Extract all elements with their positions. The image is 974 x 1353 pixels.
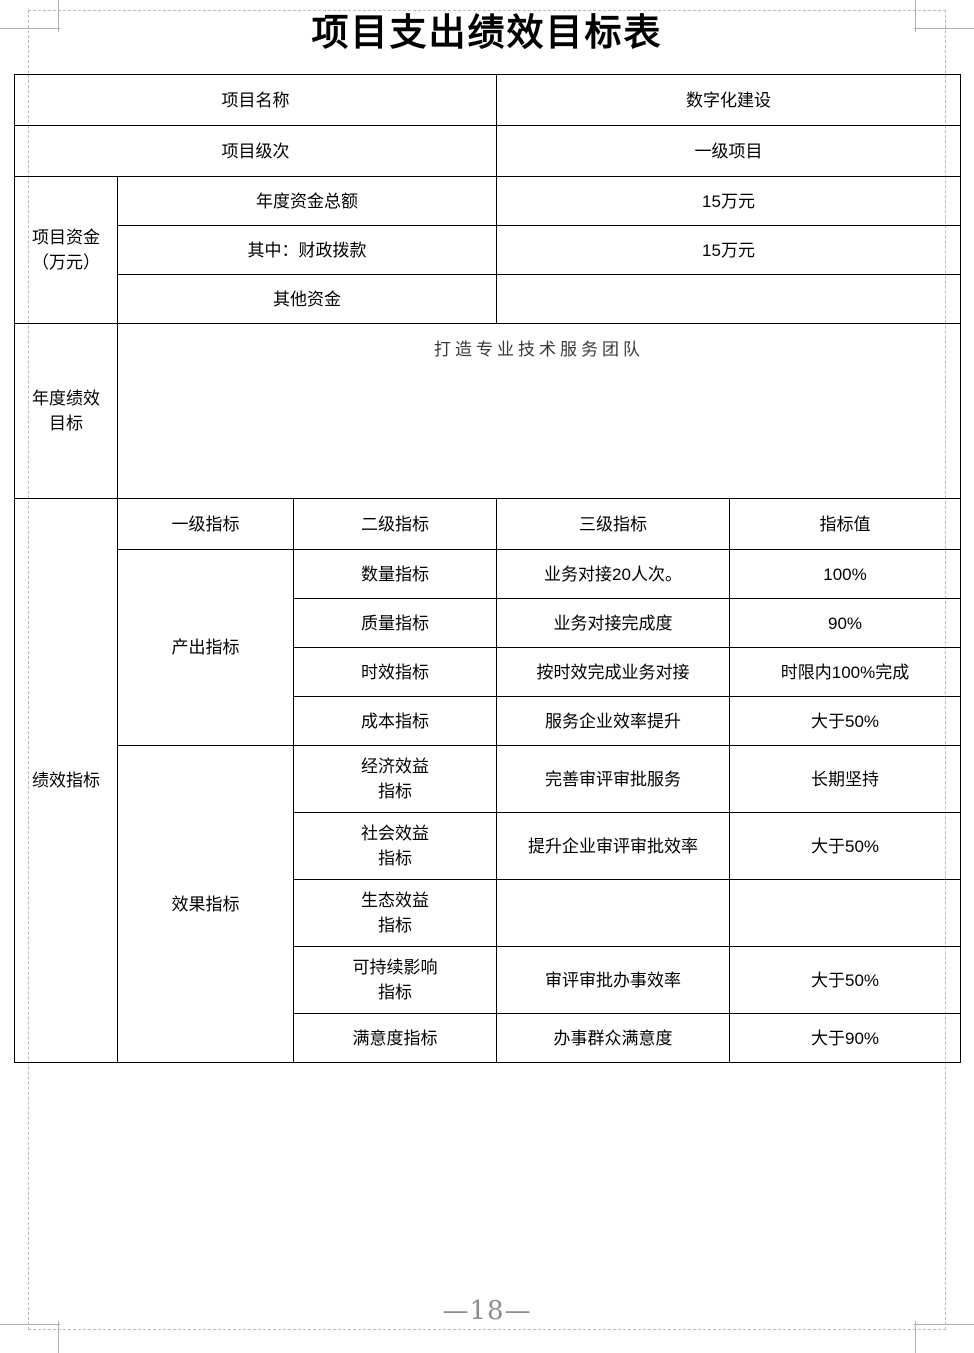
effect-economic-level2-line2: 指标 xyxy=(378,782,412,801)
effect-social-level2-line1: 社会效益 xyxy=(361,824,429,843)
output-cost-value: 大于50% xyxy=(729,696,961,746)
fund-label-line2: （万元） xyxy=(32,253,100,272)
effect-economic-value: 长期坚持 xyxy=(729,745,961,813)
header-level2: 二级指标 xyxy=(293,498,497,550)
fund-item-other: 其他资金 xyxy=(117,274,497,324)
output-cost-level3: 服务企业效率提升 xyxy=(496,696,730,746)
fund-value-total: 15万元 xyxy=(496,176,961,226)
effect-economic-level2: 经济效益 指标 xyxy=(293,745,497,813)
effect-ecological-level2-line1: 生态效益 xyxy=(361,891,429,910)
effect-social-value: 大于50% xyxy=(729,812,961,880)
table-row-fund-other: 其他资金 xyxy=(15,274,961,324)
output-quality-level3: 业务对接完成度 xyxy=(496,598,730,648)
page-number: —18— xyxy=(442,1296,532,1326)
effect-sustainable-level3: 审评审批办事效率 xyxy=(496,946,730,1014)
project-name-value: 数字化建设 xyxy=(496,74,961,126)
output-timeliness-value: 时限内100%完成 xyxy=(729,647,961,697)
effect-satisfaction-level2: 满意度指标 xyxy=(293,1013,497,1063)
project-level-label: 项目级次 xyxy=(14,125,497,177)
annual-goal-label-line1: 年度绩效 xyxy=(32,389,100,408)
effect-economic-level2-line1: 经济效益 xyxy=(361,757,429,776)
output-quality-level2: 质量指标 xyxy=(293,598,497,648)
output-quantity-level2: 数量指标 xyxy=(293,549,497,599)
fund-value-other xyxy=(496,274,961,324)
effect-economic-level3: 完善审评审批服务 xyxy=(496,745,730,813)
effect-ecological-value xyxy=(729,879,961,947)
fund-label-line1: 项目资金 xyxy=(32,228,100,247)
output-quality-value: 90% xyxy=(729,598,961,648)
header-value: 指标值 xyxy=(729,498,961,550)
output-quantity-level3: 业务对接20人次。 xyxy=(496,549,730,599)
table-row-effect-social: 社会效益 指标 提升企业审评审批效率 大于50% xyxy=(15,812,961,880)
effect-social-level3: 提升企业审评审批效率 xyxy=(496,812,730,880)
effect-sustainable-value: 大于50% xyxy=(729,946,961,1014)
annual-goal-label-line2: 目标 xyxy=(49,414,83,433)
effect-ecological-level2: 生态效益 指标 xyxy=(293,879,497,947)
fund-value-appropriation: 15万元 xyxy=(496,225,961,275)
table-row-output-quality: 质量指标 业务对接完成度 90% xyxy=(15,598,961,648)
effect-sustainable-level2-line1: 可持续影响 xyxy=(352,958,438,977)
table-row-fund-appropriation: 其中：财政拨款 15万元 xyxy=(15,225,961,275)
group-label-output: 产出指标 xyxy=(117,549,294,746)
project-level-value: 一级项目 xyxy=(496,125,961,177)
table-row-project-level: 项目级次 一级项目 xyxy=(14,125,961,177)
table-row-effect-economic: 效果指标 经济效益 指标 完善审评审批服务 长期坚持 xyxy=(15,745,961,1063)
effect-social-level2: 社会效益 指标 xyxy=(293,812,497,880)
output-cost-level2: 成本指标 xyxy=(293,696,497,746)
table-row-indicator-header: 绩效指标 一级指标 二级指标 三级指标 指标值 xyxy=(14,498,961,1063)
table-row-effect-satisfaction: 满意度指标 办事群众满意度 大于90% xyxy=(15,1013,961,1063)
header-level3: 三级指标 xyxy=(496,498,730,550)
output-quantity-value: 100% xyxy=(729,549,961,599)
effect-ecological-level2-line2: 指标 xyxy=(378,916,412,935)
fund-group-label: 项目资金 （万元） xyxy=(14,176,118,324)
annual-goal-text-cell: 打造专业技术服务团队 xyxy=(117,323,961,499)
table-row-annual-goal: 年度绩效 目标 打造专业技术服务团队 xyxy=(14,323,961,499)
output-timeliness-level3: 按时效完成业务对接 xyxy=(496,647,730,697)
table-row-project-name: 项目名称 数字化建设 xyxy=(14,74,961,126)
effect-satisfaction-level3: 办事群众满意度 xyxy=(496,1013,730,1063)
table-row-output-quantity: 产出指标 数量指标 业务对接20人次。 100% xyxy=(15,549,961,746)
annual-goal-text: 打造专业技术服务团队 xyxy=(434,340,644,360)
group-label-effect: 效果指标 xyxy=(117,745,294,1063)
project-name-label: 项目名称 xyxy=(14,74,497,126)
performance-goal-table: 项目名称 数字化建设 项目级次 一级项目 项目资金 （万元） 年度资金总额 15… xyxy=(14,74,961,1063)
output-timeliness-level2: 时效指标 xyxy=(293,647,497,697)
page-title: 项目支出绩效目标表 xyxy=(311,10,663,54)
table-row-fund-total: 项目资金 （万元） 年度资金总额 15万元 xyxy=(14,176,961,324)
effect-ecological-level3 xyxy=(496,879,730,947)
table-row-effect-ecological: 生态效益 指标 xyxy=(15,879,961,947)
effect-sustainable-level2-line2: 指标 xyxy=(378,983,412,1002)
fund-item-appropriation: 其中：财政拨款 xyxy=(117,225,497,275)
header-level1: 一级指标 xyxy=(117,498,294,550)
effect-social-level2-line2: 指标 xyxy=(378,849,412,868)
indicator-section-label: 绩效指标 xyxy=(14,498,118,1063)
effect-satisfaction-value: 大于90% xyxy=(729,1013,961,1063)
annual-goal-label: 年度绩效 目标 xyxy=(14,323,118,499)
fund-item-total: 年度资金总额 xyxy=(117,176,497,226)
effect-sustainable-level2: 可持续影响 指标 xyxy=(293,946,497,1014)
